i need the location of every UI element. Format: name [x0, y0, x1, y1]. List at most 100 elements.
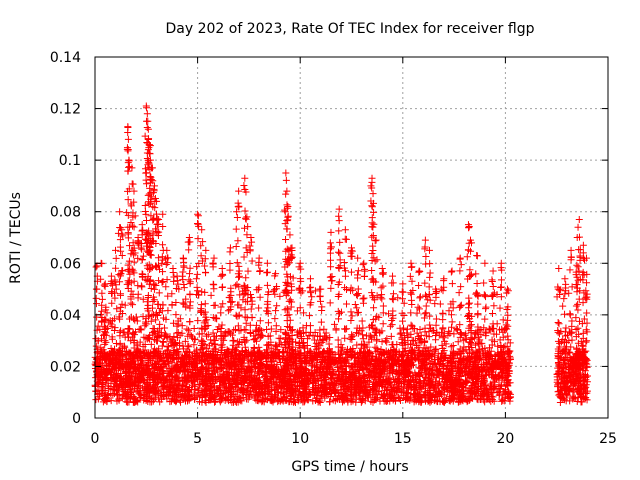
data-point	[92, 263, 100, 271]
data-point	[386, 322, 394, 330]
data-point	[256, 317, 264, 325]
data-point	[124, 147, 132, 155]
data-point	[233, 388, 241, 396]
data-point	[134, 294, 142, 302]
data-point-peak	[116, 208, 124, 216]
data-point	[496, 304, 504, 312]
data-point	[137, 282, 145, 290]
data-point	[143, 216, 151, 224]
data-point	[185, 343, 193, 351]
data-point	[251, 335, 259, 343]
data-point	[348, 312, 356, 320]
data-point	[494, 342, 502, 350]
data-point	[185, 326, 193, 334]
data-point-peak	[144, 125, 152, 133]
data-point	[143, 124, 151, 132]
data-point	[320, 325, 328, 333]
data-point	[241, 306, 249, 314]
data-point	[300, 309, 308, 317]
data-point	[108, 299, 116, 307]
data-point	[118, 251, 126, 259]
data-point-peak	[107, 272, 115, 280]
data-point	[277, 359, 285, 367]
data-point	[207, 336, 215, 344]
data-point	[124, 135, 132, 143]
data-point	[124, 261, 132, 269]
data-point	[107, 397, 115, 405]
data-point	[462, 330, 470, 338]
data-point	[303, 341, 311, 349]
data-point	[142, 169, 150, 177]
data-point	[489, 396, 497, 404]
data-point-peak	[124, 123, 132, 131]
data-point	[92, 294, 100, 302]
data-point	[489, 309, 497, 317]
data-point	[182, 295, 190, 303]
data-point	[452, 325, 460, 333]
data-point	[100, 281, 108, 289]
data-point	[399, 317, 407, 325]
data-point	[118, 300, 126, 308]
data-point	[326, 398, 334, 406]
data-point	[124, 324, 132, 332]
data-points	[91, 102, 592, 407]
data-point	[116, 278, 124, 286]
data-point	[476, 336, 484, 344]
data-point	[394, 294, 402, 302]
data-point	[332, 325, 340, 333]
data-point	[129, 301, 137, 309]
data-point	[309, 397, 317, 405]
data-point	[125, 325, 133, 333]
data-point	[474, 300, 482, 308]
data-point	[470, 334, 478, 342]
data-point	[203, 332, 211, 340]
data-point	[130, 258, 138, 266]
data-point	[93, 285, 101, 293]
data-point	[562, 324, 570, 332]
data-point	[98, 307, 106, 315]
data-point	[300, 343, 308, 351]
data-point	[127, 218, 135, 226]
data-point	[370, 378, 378, 386]
data-point	[413, 329, 421, 337]
data-point	[574, 324, 582, 332]
data-point	[275, 334, 283, 342]
data-point	[116, 328, 124, 336]
data-point	[330, 320, 338, 328]
data-point	[117, 247, 125, 255]
data-point	[404, 332, 412, 340]
data-point	[98, 289, 106, 297]
data-point	[190, 324, 198, 332]
data-point	[583, 328, 591, 336]
data-point-peak	[112, 246, 120, 254]
data-point	[243, 395, 251, 403]
data-point	[209, 329, 217, 337]
data-point	[445, 307, 453, 315]
data-point	[177, 398, 185, 406]
data-point	[436, 398, 444, 406]
data-point	[316, 326, 324, 334]
data-point	[392, 370, 400, 378]
data-point	[341, 334, 349, 342]
x-axis-label: GPS time / hours	[291, 459, 408, 475]
data-point	[161, 324, 169, 332]
data-point	[272, 327, 280, 335]
data-point	[403, 325, 411, 333]
data-point	[311, 336, 319, 344]
data-point	[475, 327, 483, 335]
data-point	[144, 117, 152, 125]
chart-title: Day 202 of 2023, Rate Of TEC Index for r…	[166, 21, 535, 37]
data-point-peak	[143, 110, 151, 118]
data-point	[230, 336, 238, 344]
data-point	[98, 295, 106, 303]
data-point	[207, 291, 215, 299]
data-point-peak	[142, 102, 150, 110]
data-point	[112, 264, 120, 272]
data-point	[138, 256, 146, 264]
data-point	[183, 325, 191, 333]
data-point	[359, 331, 367, 339]
data-point	[112, 254, 120, 262]
data-point	[124, 223, 132, 231]
data-point	[307, 328, 315, 336]
